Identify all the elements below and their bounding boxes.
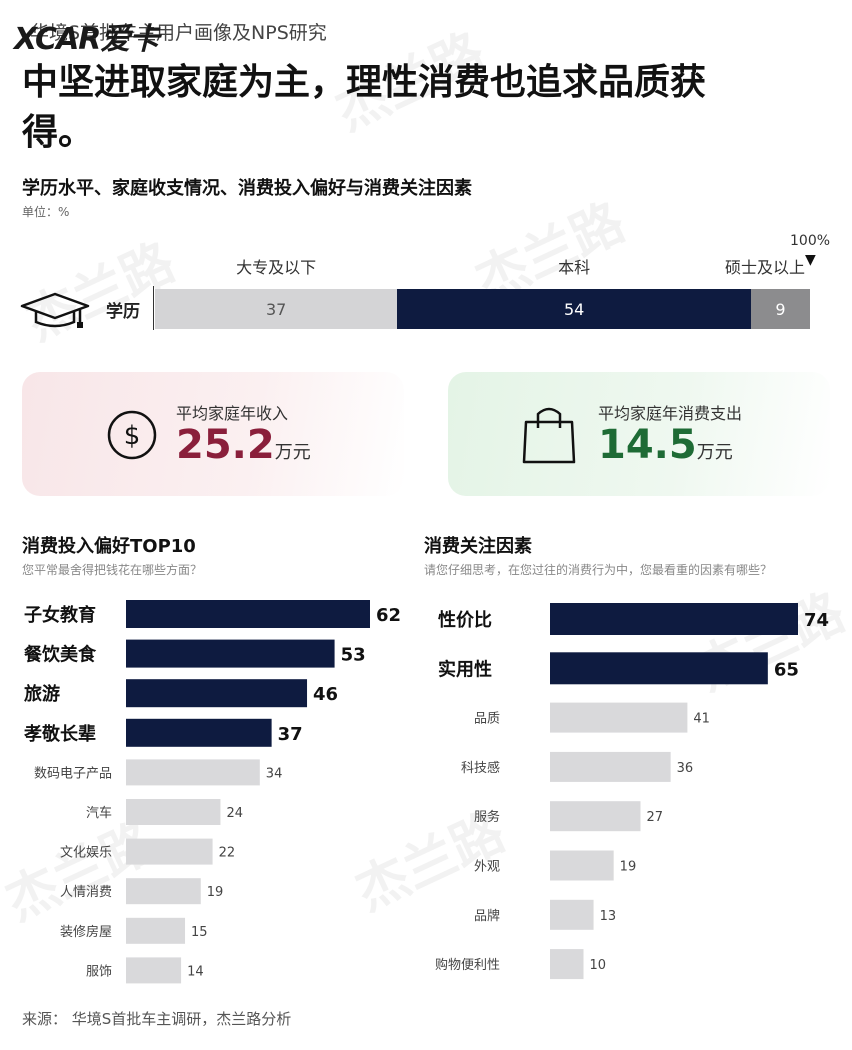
expense-unit: 万元	[696, 442, 733, 463]
value-label: 19	[207, 885, 224, 900]
bar-6	[126, 838, 213, 865]
axis-line	[153, 286, 154, 330]
section-title: 学历水平、家庭收支情况、消费投入偏好与消费关注因素	[22, 178, 472, 199]
value-label: 14	[187, 964, 204, 979]
bar-2	[550, 702, 688, 733]
bar-5	[550, 850, 614, 881]
bar-3	[550, 751, 671, 782]
bar-7	[550, 949, 584, 980]
right-chart-title: 消费关注因素	[424, 536, 532, 557]
value-label: 46	[313, 684, 338, 705]
right-chart-subtitle: 请您仔细思考，在您过往的消费行为中，您最看重的因素有哪些？	[424, 563, 773, 577]
category-label: 科技感	[461, 760, 500, 776]
value-label: 24	[226, 806, 243, 821]
bar-5	[126, 799, 221, 825]
arrow-down-icon: ▼	[805, 252, 816, 268]
category-label: 数码电子产品	[34, 766, 112, 781]
expense-label: 平均家庭年消费支出	[598, 404, 743, 423]
education-category-label: 大专及以下	[236, 258, 317, 277]
bar-6	[550, 899, 594, 930]
category-label: 服饰	[86, 964, 112, 979]
svg-text:$: $	[124, 421, 141, 451]
income-unit: 万元	[274, 442, 311, 463]
value-label: 65	[774, 659, 799, 680]
education-label: 学历	[106, 302, 140, 322]
category-label: 外观	[474, 860, 500, 875]
education-segment-1: 54	[397, 289, 752, 329]
consumption-factors-chart: 性价比 74 实用性 65 品质 41 科技感 36 服务 27 外观 19 品牌 13 购物便利性 10	[435, 603, 829, 980]
value-label: 53	[341, 645, 366, 666]
hundred-percent-label: 100%	[790, 233, 831, 249]
left-chart-title: 消费投入偏好TOP10	[22, 536, 196, 557]
expense-card: 平均家庭年消费支出 14.5万元	[448, 372, 830, 496]
bar-9	[126, 957, 182, 984]
bar-4	[550, 801, 641, 832]
consumption-preference-chart: 子女教育 62 餐饮美食 53 旅游 46 孝敬长辈 37 数码电子产品 34 汽车 24 文化娱乐 22…	[23, 600, 401, 984]
report-subtitle: 华境S首批车主用户画像及NPS研究	[30, 22, 327, 44]
xcar-logo: XCAR爱卡	[14, 22, 159, 57]
category-label: 服务	[474, 809, 500, 825]
category-label: 品质	[474, 712, 500, 727]
value-label: 10	[590, 958, 607, 973]
value-label: 37	[278, 724, 303, 745]
value-label: 13	[600, 909, 617, 924]
value-label: 36	[677, 761, 694, 776]
unit-label: 单位：%	[22, 205, 70, 219]
bar-1	[126, 639, 335, 668]
dollar-circle-icon: $	[107, 410, 157, 460]
watermark: 杰兰路	[16, 232, 184, 353]
category-label: 旅游	[24, 683, 60, 705]
bar-8	[126, 917, 186, 944]
education-category-label: 本科	[558, 258, 591, 277]
page-title: 中坚进取家庭为主，理性消费也追求品质获得。	[22, 62, 707, 153]
value-label: 62	[376, 605, 401, 626]
category-label: 孝敬长辈	[23, 723, 96, 745]
shopping-bag-icon	[522, 407, 576, 464]
education-category-label: 硕士及以上	[724, 258, 805, 277]
bar-0	[550, 603, 798, 635]
bar-4	[126, 759, 260, 786]
income-card: $ 平均家庭年收入 25.2万元	[22, 372, 404, 496]
value-label: 15	[191, 925, 208, 940]
value-label: 34	[266, 766, 283, 781]
category-label: 子女教育	[24, 604, 96, 626]
value-label: 74	[804, 610, 829, 631]
source-note: 来源： 华境S首批车主调研，杰兰路分析	[22, 1010, 292, 1028]
expense-value: 14.5	[598, 422, 697, 468]
bar-3	[126, 718, 272, 747]
category-label: 文化娱乐	[60, 846, 112, 861]
education-segment-0: 37	[155, 289, 398, 329]
education-segment-2: 9	[751, 289, 810, 329]
graduation-cap-icon	[20, 292, 90, 328]
bar-1	[550, 652, 768, 685]
bar-0	[126, 600, 370, 628]
value-label: 22	[219, 846, 236, 861]
income-label: 平均家庭年收入	[176, 404, 289, 423]
category-label: 装修房屋	[60, 924, 112, 940]
category-label: 购物便利性	[435, 957, 500, 973]
income-value: 25.2	[176, 422, 275, 468]
category-label: 汽车	[86, 805, 112, 821]
category-label: 品牌	[474, 908, 500, 924]
bar-7	[126, 878, 201, 905]
category-label: 人情消费	[60, 885, 112, 900]
bar-2	[126, 679, 308, 708]
category-label: 实用性	[438, 658, 492, 680]
category-label: 餐饮美食	[23, 644, 97, 666]
category-label: 性价比	[438, 609, 492, 631]
value-label: 27	[646, 810, 663, 825]
value-label: 41	[693, 712, 710, 727]
left-chart-subtitle: 您平常最舍得把钱花在哪些方面？	[22, 563, 203, 577]
value-label: 19	[620, 860, 637, 875]
